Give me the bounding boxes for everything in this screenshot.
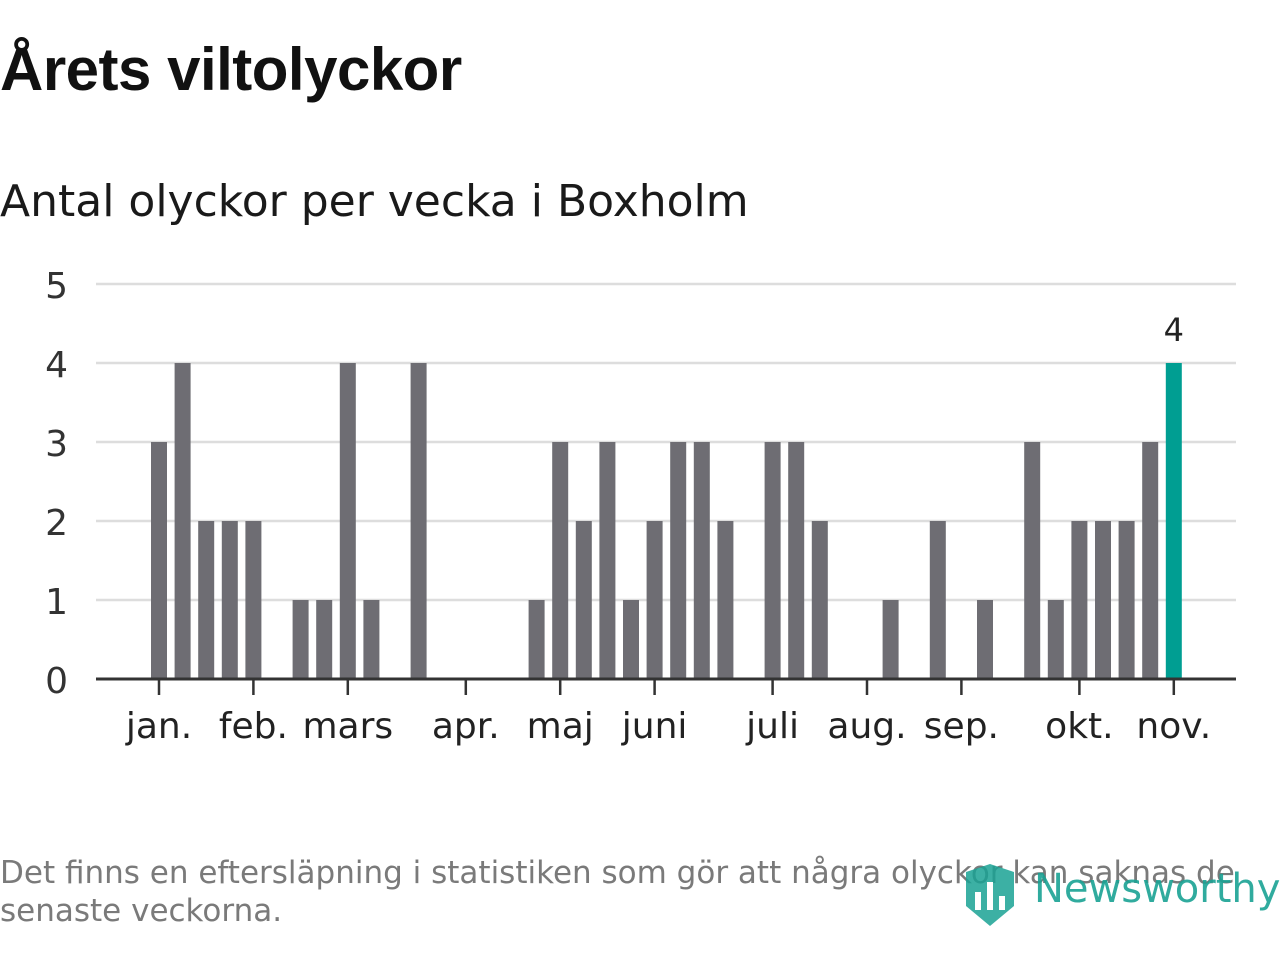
bar bbox=[1118, 521, 1135, 679]
bar bbox=[151, 442, 167, 679]
bar bbox=[929, 521, 946, 679]
bar bbox=[292, 600, 309, 679]
y-tick-label: 4 bbox=[45, 345, 68, 386]
y-tick-label: 2 bbox=[45, 503, 68, 544]
x-tick-label: mars bbox=[302, 706, 393, 747]
bar bbox=[811, 521, 828, 679]
bar bbox=[245, 521, 262, 679]
bar bbox=[717, 521, 734, 679]
brand-name: Newsworthy bbox=[1034, 866, 1280, 912]
x-tick-label: aug. bbox=[827, 706, 906, 747]
x-tick-label: juli bbox=[745, 706, 799, 747]
chart-subtitle: Antal olyckor per vecka i Boxholm bbox=[0, 176, 749, 227]
x-tick-label: apr. bbox=[432, 706, 500, 747]
page-title: Årets viltolyckor bbox=[0, 36, 462, 103]
x-tick-label: feb. bbox=[219, 706, 288, 747]
bar bbox=[198, 521, 215, 679]
bar bbox=[410, 363, 427, 679]
bar bbox=[764, 442, 781, 679]
x-tick-label: okt. bbox=[1045, 706, 1113, 747]
bar bbox=[1142, 442, 1159, 679]
bar bbox=[528, 600, 545, 679]
x-tick-label: nov. bbox=[1136, 706, 1211, 747]
bar bbox=[882, 600, 899, 679]
bar bbox=[316, 600, 333, 679]
x-tick-label: maj bbox=[527, 706, 594, 747]
data-label: 4 bbox=[1164, 311, 1184, 349]
brand-logo: Newsworthy bbox=[962, 862, 1280, 932]
bar bbox=[1024, 442, 1041, 679]
y-tick-label: 0 bbox=[45, 661, 68, 702]
bar-highlight bbox=[1165, 363, 1182, 679]
x-tick-label: sep. bbox=[924, 706, 999, 747]
bar bbox=[552, 442, 569, 679]
bar bbox=[1095, 521, 1111, 679]
bar bbox=[623, 600, 639, 679]
bar bbox=[788, 442, 805, 679]
bar bbox=[670, 442, 687, 679]
bar-chart-shield-icon bbox=[966, 864, 1014, 926]
bar bbox=[174, 363, 191, 679]
y-tick-label: 3 bbox=[45, 424, 68, 465]
bar bbox=[646, 521, 663, 679]
bar bbox=[1071, 521, 1088, 679]
bar bbox=[977, 600, 993, 679]
x-tick-label: jan. bbox=[125, 706, 192, 747]
bar bbox=[575, 521, 592, 679]
bar bbox=[1047, 600, 1064, 679]
bar bbox=[599, 442, 616, 679]
bar bbox=[363, 600, 380, 679]
y-tick-label: 5 bbox=[45, 266, 68, 307]
bar bbox=[339, 363, 356, 679]
y-tick-label: 1 bbox=[45, 582, 68, 623]
bar-chart: 0 1 2 3 4 5 4 jan. feb. mars apr. maj juni juli aug. se… bbox=[45, 266, 1236, 747]
x-tick-label: juni bbox=[621, 706, 688, 747]
bar bbox=[693, 442, 710, 679]
bar bbox=[221, 521, 238, 679]
footnote: Det finns en eftersläpning i statistiken… bbox=[0, 855, 1235, 929]
